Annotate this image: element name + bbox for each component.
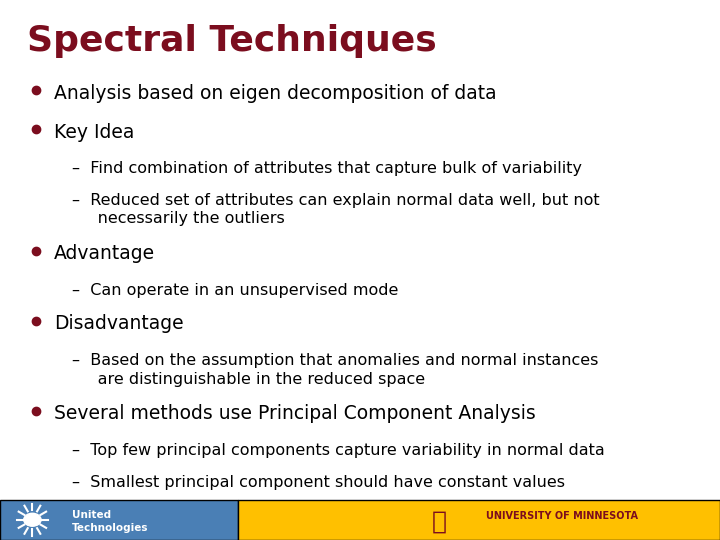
Text: Several methods use Principal Component Analysis: Several methods use Principal Component … (54, 404, 536, 423)
Text: Key Idea: Key Idea (54, 123, 135, 141)
Text: Analysis based on eigen decomposition of data: Analysis based on eigen decomposition of… (54, 84, 497, 103)
Text: Disadvantage: Disadvantage (54, 314, 184, 333)
Text: –  Can operate in an unsupervised mode: – Can operate in an unsupervised mode (72, 283, 398, 298)
FancyBboxPatch shape (238, 500, 720, 540)
Text: –  Outliers have variability in the smallest component: – Outliers have variability in the small… (72, 506, 503, 521)
Text: –  Find combination of attributes that capture bulk of variability: – Find combination of attributes that ca… (72, 161, 582, 177)
Text: –  Reduced set of attributes can explain normal data well, but not
     necessar: – Reduced set of attributes can explain … (72, 193, 600, 226)
FancyBboxPatch shape (0, 500, 238, 540)
Text: –  Top few principal components capture variability in normal data: – Top few principal components capture v… (72, 443, 605, 458)
Text: Technologies: Technologies (72, 523, 148, 533)
Text: –  Smallest principal component should have constant values: – Smallest principal component should ha… (72, 475, 565, 490)
Text: Advantage: Advantage (54, 244, 155, 263)
Text: United: United (72, 510, 111, 520)
Text: Ⓜ: Ⓜ (432, 510, 447, 534)
Circle shape (24, 513, 41, 526)
Text: –  Based on the assumption that anomalies and normal instances
     are distingu: – Based on the assumption that anomalies… (72, 353, 598, 387)
Text: UNIVERSITY OF MINNESOTA: UNIVERSITY OF MINNESOTA (486, 511, 638, 521)
Text: Spectral Techniques: Spectral Techniques (27, 24, 437, 58)
